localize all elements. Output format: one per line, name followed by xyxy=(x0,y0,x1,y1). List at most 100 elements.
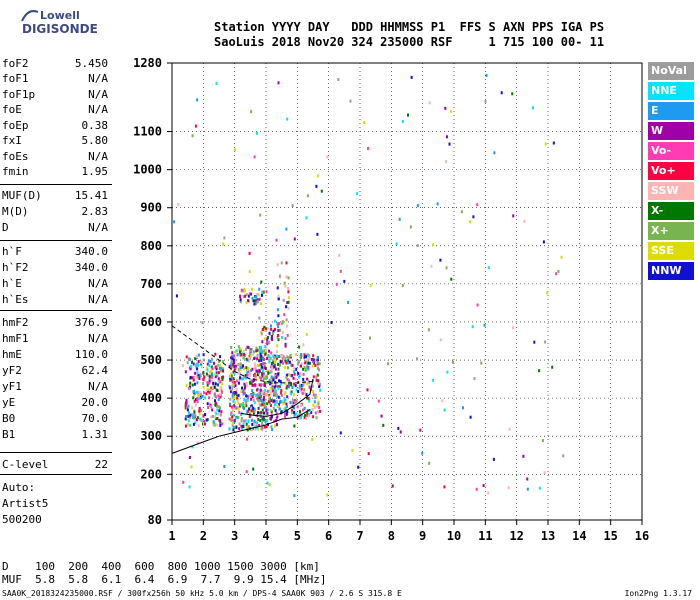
data-point xyxy=(272,361,275,365)
data-point xyxy=(313,400,316,404)
data-point xyxy=(416,357,419,361)
data-point xyxy=(277,362,279,366)
data-point xyxy=(185,415,187,418)
data-point xyxy=(286,378,289,382)
data-point xyxy=(265,425,268,429)
data-point xyxy=(272,389,275,392)
data-point xyxy=(247,346,250,349)
data-point xyxy=(200,360,203,364)
data-point xyxy=(305,367,308,371)
data-point xyxy=(541,439,544,443)
data-point xyxy=(284,359,287,363)
data-point xyxy=(232,405,235,409)
data-point xyxy=(436,202,439,206)
data-point xyxy=(289,392,292,396)
data-point xyxy=(269,324,272,328)
data-point xyxy=(315,184,318,188)
data-point xyxy=(382,423,385,427)
data-point xyxy=(276,404,279,408)
y-tick-label: 1000 xyxy=(133,163,162,177)
data-point xyxy=(298,412,301,416)
data-point xyxy=(251,379,254,383)
data-point xyxy=(264,337,266,341)
data-point xyxy=(285,386,288,390)
param-value: 15.41 xyxy=(74,189,108,202)
data-point xyxy=(234,406,237,410)
data-point xyxy=(239,352,242,356)
param-row-15: hmF2 376.9 xyxy=(2,316,108,331)
data-point xyxy=(286,301,289,305)
data-point xyxy=(253,302,256,306)
data-point xyxy=(305,333,308,336)
data-point xyxy=(287,287,290,291)
param-value: 110.0 xyxy=(74,348,108,361)
data-point xyxy=(265,327,268,331)
data-point xyxy=(199,417,202,421)
param-value: N/A xyxy=(88,150,108,163)
data-point xyxy=(235,425,238,429)
data-point xyxy=(205,372,208,376)
data-point xyxy=(306,377,309,381)
data-point xyxy=(207,374,210,378)
data-point xyxy=(262,366,265,370)
data-point xyxy=(252,467,255,471)
data-point xyxy=(316,366,319,370)
data-point xyxy=(295,412,298,416)
data-point xyxy=(254,375,257,379)
data-point xyxy=(286,384,289,388)
data-point xyxy=(233,364,236,368)
data-point xyxy=(266,337,269,341)
data-point xyxy=(260,280,263,284)
data-point xyxy=(316,361,319,365)
data-point xyxy=(441,399,444,403)
data-point xyxy=(244,399,247,403)
param-value: 70.0 xyxy=(81,412,109,425)
data-point xyxy=(258,359,261,363)
data-point xyxy=(237,363,240,366)
data-point xyxy=(300,387,303,391)
data-point xyxy=(302,343,305,347)
data-point xyxy=(267,371,270,375)
data-point xyxy=(235,349,238,353)
data-point xyxy=(283,392,286,396)
data-point xyxy=(258,297,261,301)
data-point xyxy=(256,348,259,352)
data-point xyxy=(319,382,322,386)
data-point xyxy=(214,403,217,407)
data-point xyxy=(401,284,404,287)
data-point xyxy=(230,374,233,378)
data-point xyxy=(269,391,272,395)
data-point xyxy=(237,393,240,397)
data-point xyxy=(300,383,303,387)
data-point xyxy=(185,398,188,402)
data-point xyxy=(238,368,240,372)
param-label: h`F xyxy=(2,245,22,258)
data-point xyxy=(293,382,296,386)
data-point xyxy=(245,394,248,398)
param-separator xyxy=(0,184,112,185)
data-point xyxy=(318,362,321,366)
data-point xyxy=(243,353,245,356)
data-point xyxy=(192,378,195,382)
data-point xyxy=(177,203,180,207)
data-point xyxy=(249,381,251,385)
data-point xyxy=(445,266,448,270)
data-point xyxy=(201,321,204,325)
data-point xyxy=(277,395,280,399)
data-point xyxy=(192,389,195,393)
data-point xyxy=(202,378,205,381)
data-point xyxy=(276,286,279,290)
param-row-11: h`F 340.0 xyxy=(2,245,108,260)
data-point xyxy=(206,381,209,385)
auto-code: 500200 xyxy=(2,513,42,526)
data-point xyxy=(252,398,255,402)
data-point xyxy=(237,407,240,411)
data-point xyxy=(239,362,242,366)
data-point xyxy=(281,354,284,358)
data-point xyxy=(300,416,302,420)
data-point xyxy=(291,204,294,208)
data-point xyxy=(281,361,284,365)
data-point xyxy=(544,340,547,344)
data-point xyxy=(259,403,262,407)
data-point xyxy=(276,322,279,326)
